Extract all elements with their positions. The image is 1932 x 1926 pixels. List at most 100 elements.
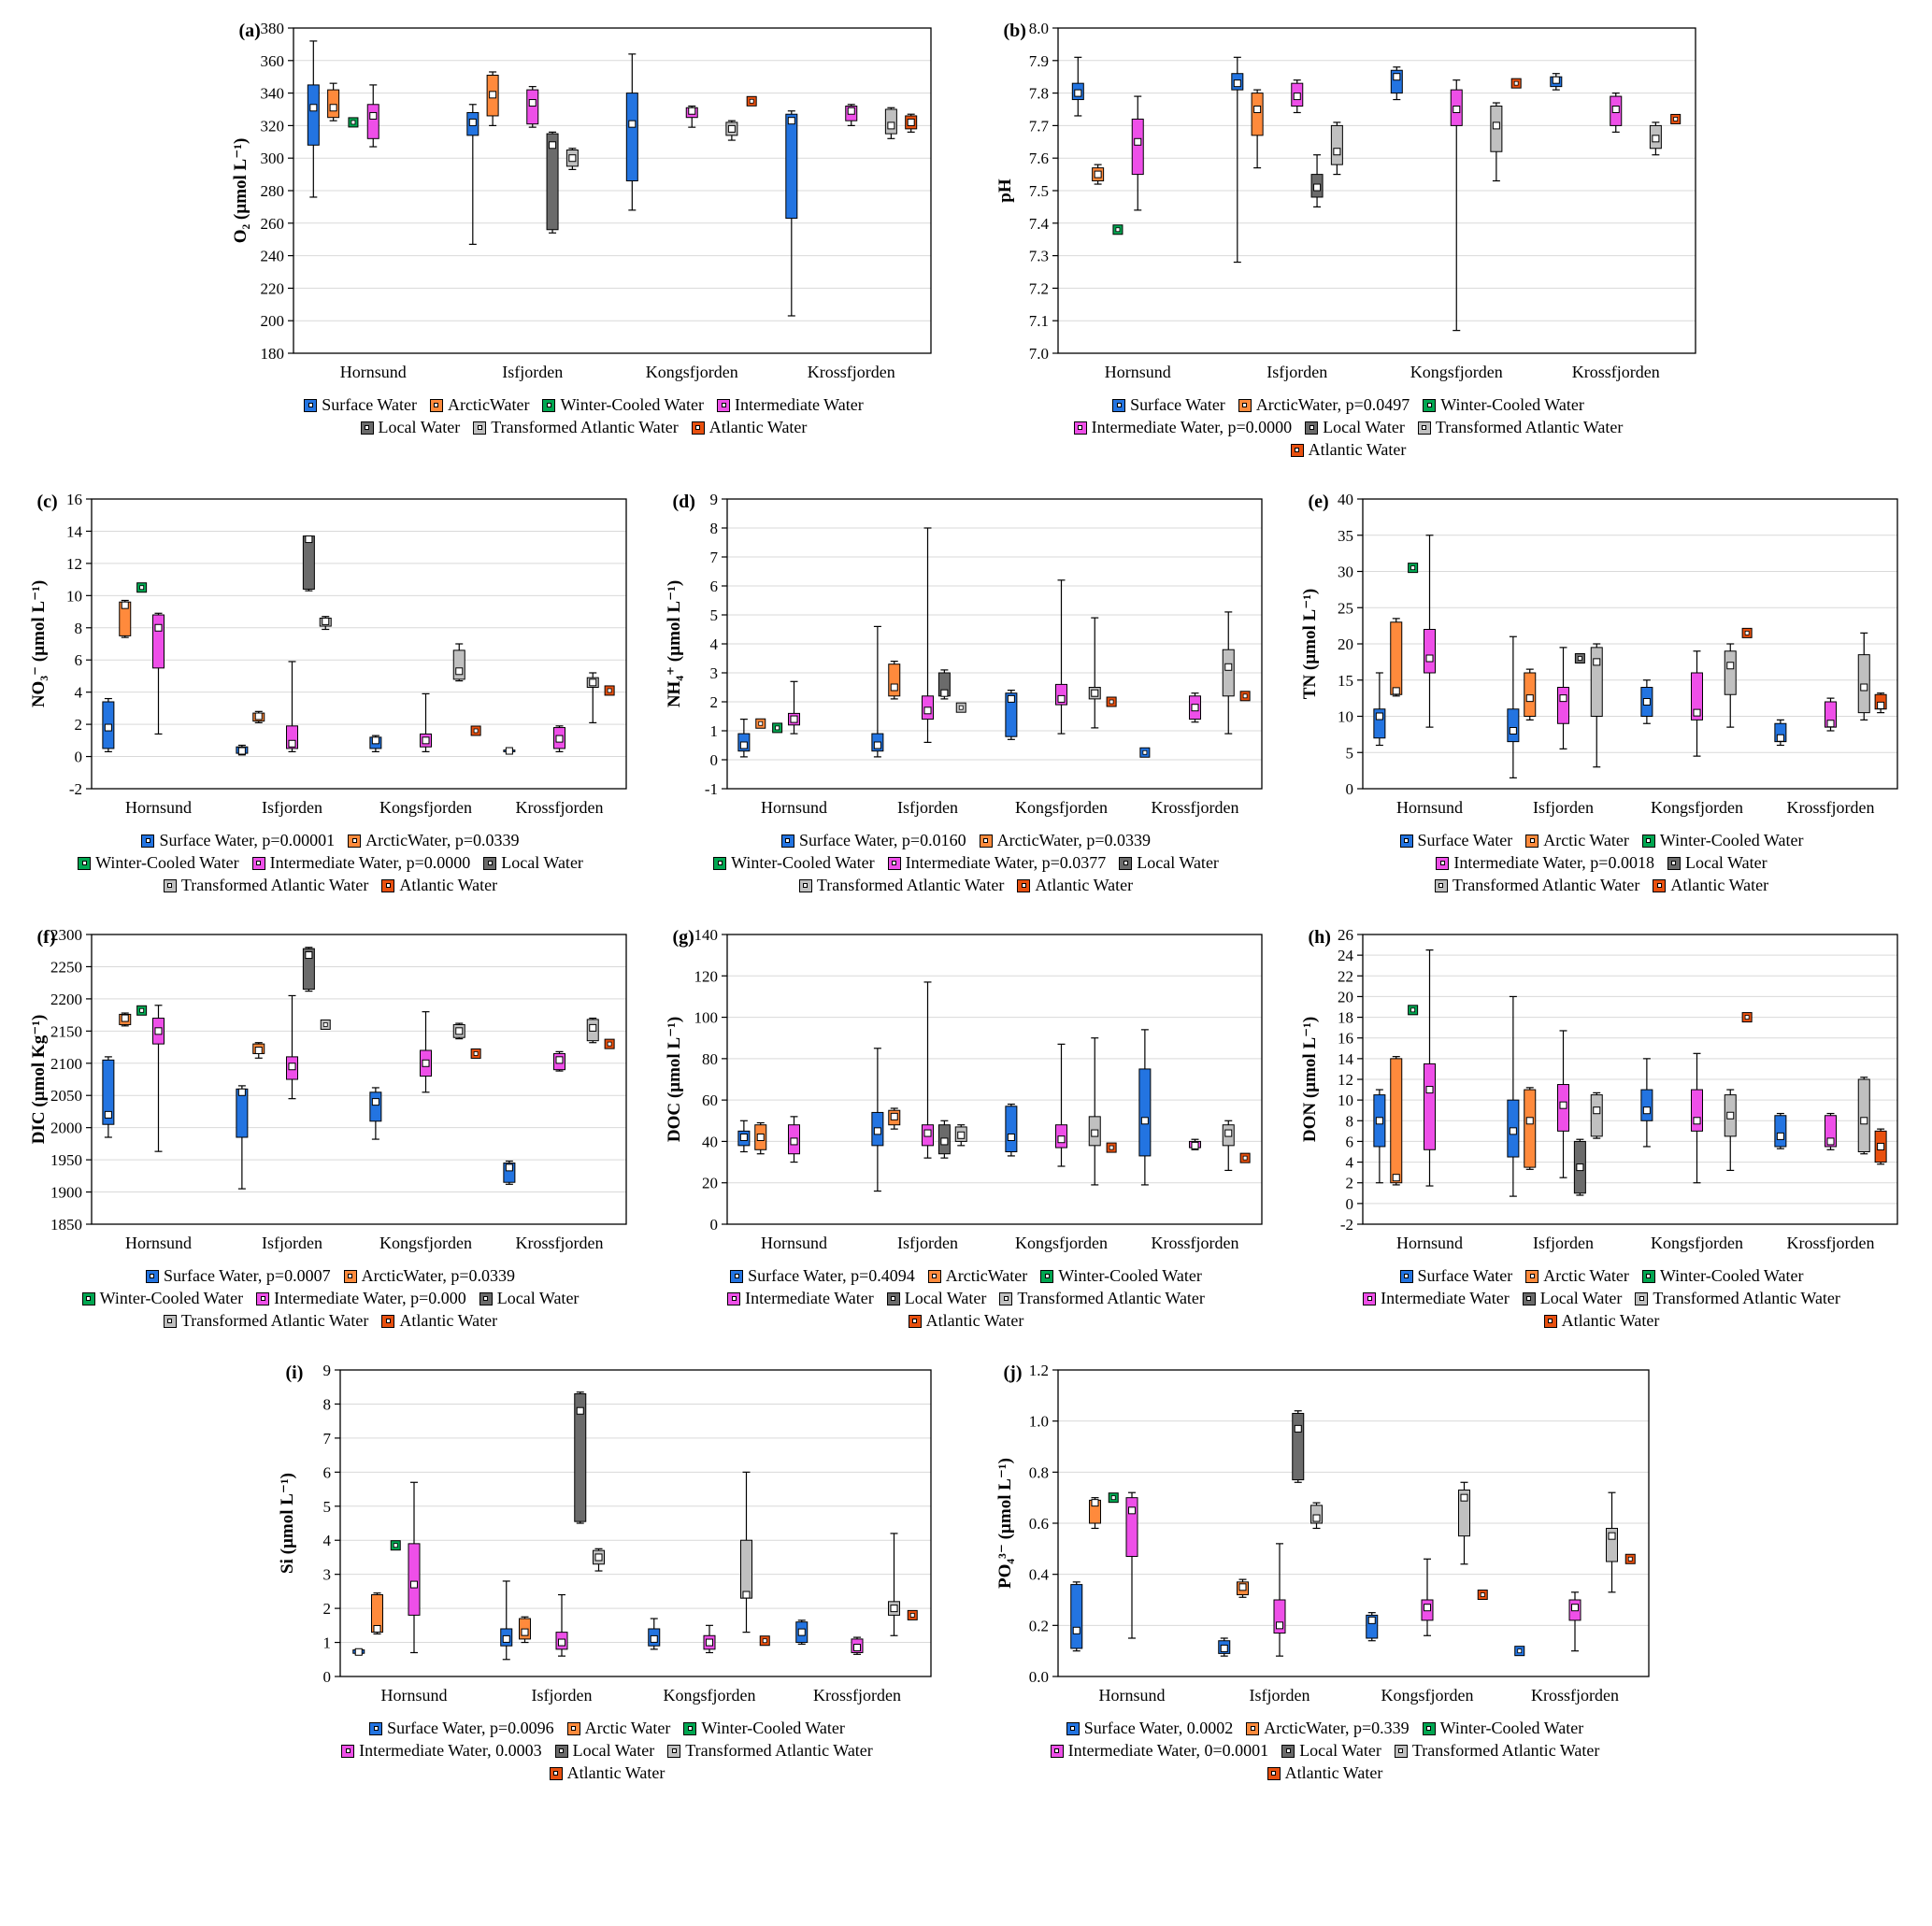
point-center: [1410, 565, 1415, 571]
legend-item: Atlantic Water: [549, 1763, 665, 1783]
legend-label: Surface Water, p=0.0096: [387, 1719, 554, 1737]
legend-label: Surface Water: [1130, 395, 1225, 414]
median-marker: [1238, 1583, 1246, 1591]
legend-label: Local Water: [496, 1289, 580, 1307]
legend-swatch-lw: [479, 1291, 493, 1305]
y-tick-label: 2: [1345, 1175, 1353, 1192]
y-axis-label: NH₄⁺ (µmol L⁻¹): [665, 580, 684, 707]
y-tick-label: 20: [1338, 988, 1353, 1006]
median-marker: [1492, 121, 1500, 130]
median-marker: [468, 118, 477, 126]
legend-item: Local Water: [483, 853, 583, 873]
legend-item: Intermediate Water, p=0.0000: [1073, 418, 1292, 437]
median-marker: [237, 1088, 246, 1096]
legend-item: Surface Water, p=0.0096: [369, 1719, 554, 1738]
plot-frame: [90, 498, 627, 790]
legend-item: Atlantic Water: [381, 876, 497, 895]
y-tick-label: 2250: [50, 958, 82, 976]
legend-item: ArcticWater, p=0.0339: [343, 1266, 516, 1286]
box-taw: [739, 1539, 752, 1599]
point-center: [1109, 699, 1114, 705]
x-category-label: Kongsfjorden: [379, 798, 472, 817]
median-marker: [797, 1628, 806, 1636]
x-category-label: Kongsfjorden: [1651, 1234, 1743, 1252]
median-marker: [886, 121, 894, 130]
legend-item: Transformed Atlantic Water: [999, 1289, 1205, 1308]
y-tick-label: 14: [66, 522, 83, 540]
median-marker: [1392, 1174, 1400, 1182]
box-aw: [1251, 93, 1264, 136]
legend-item: Transformed Atlantic Water: [1635, 1289, 1840, 1308]
y-tick-label: 380: [260, 20, 284, 37]
legend-item: Intermediate Water: [717, 395, 864, 415]
y-tick-label: 140: [694, 926, 718, 944]
legend-swatch-aw: [566, 1721, 580, 1735]
y-tick-label: 24: [1338, 947, 1354, 964]
y-tick-label: 7.8: [1028, 85, 1048, 103]
legend-item: Winter-Cooled Water: [1040, 1266, 1202, 1286]
boxplot-chart-g: 0 20 40 60 80 100 120 140 Hornsund Isfjorden Kongs…: [665, 926, 1263, 1252]
box-taw: [1330, 124, 1343, 165]
box-sw: [235, 1088, 248, 1138]
panel-tag: (g): [672, 927, 694, 948]
y-tick-label: 1.0: [1028, 1413, 1048, 1431]
y-tick-label: 9: [322, 1362, 331, 1379]
point-center: [749, 98, 754, 104]
legend-item: Local Water: [479, 1289, 580, 1308]
panel-tag: (e): [1308, 492, 1329, 512]
median-marker: [422, 1059, 429, 1067]
y-tick-label: 100: [694, 1009, 718, 1027]
x-category-label: Kongsfjorden: [645, 363, 737, 381]
legend-item: Atlantic Water: [1267, 1763, 1382, 1783]
median-marker: [1725, 1111, 1734, 1120]
panel-tag: (i): [285, 1362, 304, 1383]
legend-f: Surface Water, p=0.0007 ArcticWater, p=0.…: [78, 1266, 583, 1331]
y-axis-label: Si (µmol L⁻¹): [278, 1473, 297, 1574]
x-category-label: Kongsfjorden: [1410, 363, 1502, 381]
y-tick-label: 0: [1345, 1195, 1353, 1213]
median-marker: [1220, 1644, 1228, 1652]
x-category-label: Isfjorden: [1533, 798, 1594, 817]
median-marker: [548, 141, 556, 150]
y-tick-label: 0.6: [1028, 1515, 1048, 1533]
legend-swatch-aw: [1238, 398, 1252, 412]
y-tick-label: 16: [1338, 1030, 1353, 1048]
point-center: [1480, 1592, 1485, 1597]
median-marker: [1651, 135, 1659, 143]
median-marker: [1275, 1621, 1283, 1630]
legend-label: Local Water: [501, 853, 583, 872]
legend-swatch-aw: [927, 1269, 941, 1283]
y-tick-label: 22: [1338, 967, 1353, 985]
median-marker: [354, 1648, 363, 1656]
legend-swatch-lw: [1667, 856, 1681, 870]
y-tick-label: 4: [709, 635, 718, 653]
box-iw: [1690, 672, 1703, 720]
median-marker: [154, 623, 162, 632]
boxplot-chart-e: 0 5 10 15 20 25 30 35 40 Hornsund Isfjorden Kongsfj…: [1300, 491, 1898, 817]
legend-swatch-wcw: [683, 1721, 697, 1735]
legend-label: ArcticWater, p=0.0339: [361, 1266, 516, 1285]
box-lw: [302, 535, 315, 590]
y-tick-label: 80: [702, 1050, 718, 1068]
legend-swatch-taw: [1635, 1291, 1649, 1305]
box-aw: [887, 663, 900, 697]
median-marker: [1525, 1117, 1534, 1125]
x-category-label: Krossfjorden: [515, 1234, 603, 1252]
median-marker: [1642, 698, 1651, 706]
legend-swatch-sw: [730, 1269, 744, 1283]
legend-item: Intermediate Water: [1363, 1289, 1510, 1308]
plot-frame: [292, 27, 932, 354]
legend-label: Surface Water: [322, 395, 417, 414]
median-marker: [505, 747, 513, 755]
median-marker: [687, 107, 695, 115]
panel-h: (h) -2 0 2 4 6 8 10 12 14 16 18 20 22 24 26 Hornsund Isf…: [1294, 920, 1911, 1331]
median-marker: [1592, 1106, 1600, 1115]
y-tick-label: 9: [709, 491, 718, 508]
legend-swatch-lw: [554, 1744, 568, 1758]
legend-item: Winter-Cooled Water: [78, 853, 239, 873]
boxplot-chart-d: -1 0 1 2 3 4 5 6 7 8 9 Hornsund Isfjorden Kongsfjorde…: [665, 491, 1263, 817]
legend-swatch-aw: [343, 1269, 357, 1283]
y-tick-label: 5: [322, 1498, 331, 1516]
y-tick-label: 240: [260, 248, 284, 265]
median-marker: [373, 1624, 380, 1633]
